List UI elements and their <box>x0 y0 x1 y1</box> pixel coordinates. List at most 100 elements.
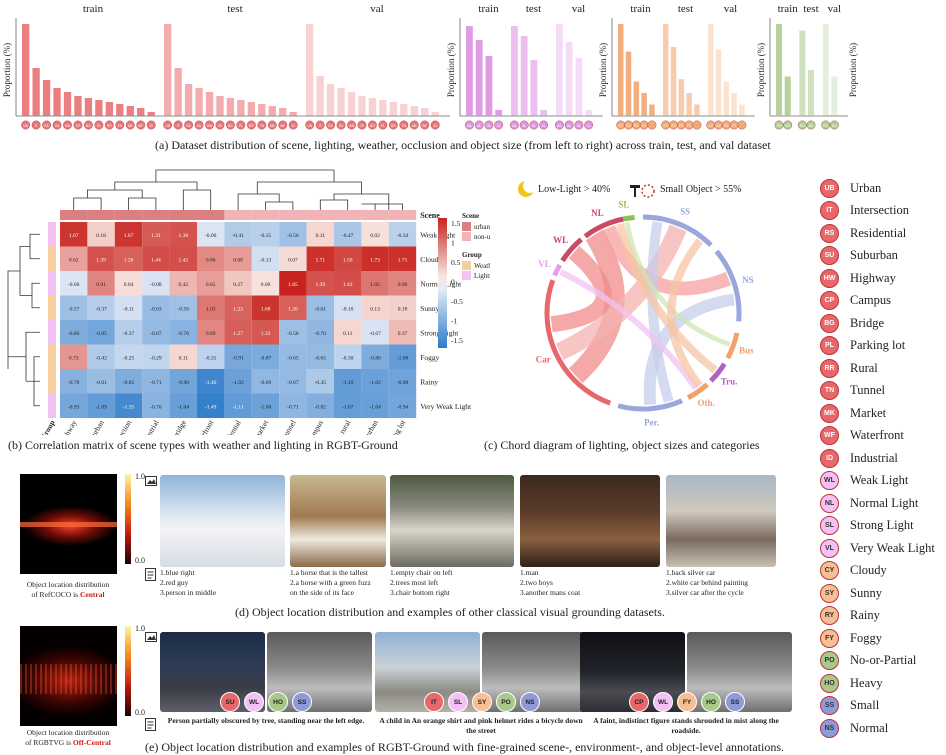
heatmap-cell <box>306 295 334 320</box>
bar <box>641 93 647 116</box>
panel-a-bar-charts: Proportion (%) train UB IT RS SU HW CP BG PL RR TN M… <box>2 3 858 130</box>
legend-badge: RR <box>820 358 839 378</box>
chord-arc <box>686 382 709 400</box>
heatmap-cell <box>87 246 115 271</box>
row-group-cell <box>48 246 56 271</box>
heatmap-cell <box>169 246 197 271</box>
expression-line: 1.back silver car <box>666 568 716 577</box>
chord-label: Bus <box>739 346 754 356</box>
heatmap-cell <box>114 295 143 320</box>
heatmap-value: 1.43 <box>343 282 353 288</box>
heatmap-value: -0.63 <box>150 306 162 312</box>
category-badge-label: VL <box>542 124 546 128</box>
bar <box>42 80 51 116</box>
bar <box>575 58 583 116</box>
legend-badge: CY <box>820 561 839 580</box>
category-badge-label: RY <box>724 124 729 128</box>
heatmap-cell <box>251 393 280 418</box>
refcoco-caption-line2: of RefCOCO is <box>31 590 80 599</box>
colorbar-tick: 1 <box>451 239 455 248</box>
category-badge <box>378 120 388 130</box>
legend-label: Weak Light <box>850 473 909 487</box>
split-label: test <box>227 3 242 15</box>
heatmap-value: 0.02 <box>370 233 380 239</box>
legend-badge: ID <box>820 448 839 468</box>
column-dendrogram <box>73 169 403 210</box>
heatmap-cell <box>224 246 252 271</box>
heatmap-value: -0.57 <box>68 306 80 312</box>
category-badge-label: ID <box>292 124 296 128</box>
category-badge-label: SU <box>55 124 60 128</box>
legend-item: PO No-or-Partial <box>820 650 916 672</box>
heatmap-value: -1.49 <box>205 404 217 410</box>
heatmap-value: 1.44 <box>151 257 161 263</box>
legend-swatch <box>462 271 471 280</box>
scene-group-cell <box>169 210 197 220</box>
chord-label: Tru. <box>721 376 738 386</box>
legend-badge: SS <box>820 696 839 715</box>
attribute-chip: FY <box>677 692 697 712</box>
heatmap-value: -0.56 <box>287 233 299 239</box>
bar <box>368 98 377 116</box>
legend-label: Industrial <box>850 450 898 465</box>
heatmap-value: -0.35 <box>260 233 272 239</box>
bar <box>495 110 503 116</box>
heatmap-value: 0.62 <box>69 257 79 263</box>
heatmap-value: -0.98 <box>397 380 409 386</box>
bar <box>195 88 203 116</box>
legend-label: Very Weak Light <box>850 540 935 555</box>
heatmap-cell <box>169 320 197 345</box>
heatmap-value: -1.04 <box>178 404 190 410</box>
bar <box>663 24 669 116</box>
heatmap-value: 1.67 <box>69 233 79 239</box>
category-badge-label: SY <box>671 124 676 128</box>
heatmap-cell <box>334 271 362 296</box>
heatmap-value: -0.82 <box>315 404 327 410</box>
heatmap-cell <box>114 393 143 418</box>
heatmap-value: -0.91 <box>232 355 244 361</box>
rgbtvg-colorbar-bottom: 0.0 <box>135 708 145 717</box>
category-badge <box>257 120 267 130</box>
category-badge-label: IT <box>35 124 38 128</box>
heatmap-cell <box>169 222 197 247</box>
category-badge <box>797 120 807 130</box>
heatmap-cell <box>251 295 280 320</box>
category-badge <box>146 120 156 130</box>
text-icon <box>145 568 156 581</box>
category-badge <box>246 120 256 130</box>
bar <box>84 98 93 116</box>
expression-line: 3.another mans coat <box>520 588 581 597</box>
bar <box>784 76 791 116</box>
bar <box>421 108 429 116</box>
legend-label: Campus <box>850 293 891 307</box>
bar <box>116 104 124 116</box>
panel-b-caption: (b) Correlation matrix of scene types wi… <box>8 438 398 452</box>
heatmap-value: -0.87 <box>260 355 272 361</box>
heatmap-cell <box>306 369 334 394</box>
heatmap-value: 0.18 <box>398 306 408 312</box>
heatmap-cell <box>251 271 280 296</box>
category-badge-label: CY <box>709 124 714 128</box>
heatmap-value: 0.91 <box>96 282 106 288</box>
bar <box>247 102 256 116</box>
heatmap-cell <box>306 222 334 247</box>
category-badge <box>388 120 398 130</box>
category-badge <box>357 120 367 130</box>
category-badge-label: HO <box>809 124 814 128</box>
category-badge <box>42 120 51 130</box>
category-badge-label: BG <box>86 124 91 128</box>
category-badge <box>494 120 504 130</box>
bar <box>485 56 493 116</box>
category-badge-label: SL <box>532 124 536 128</box>
legend-label: Residential <box>850 225 907 240</box>
heatmap-value: 0.04 <box>124 282 134 288</box>
legend-swatch <box>462 222 471 231</box>
heatmap-cell <box>388 393 417 418</box>
legend-item: RY Rainy <box>820 605 880 627</box>
legend-badge: HW <box>820 268 839 288</box>
category-badge <box>829 120 839 130</box>
expression-line: 2.red guy <box>160 578 189 587</box>
scene-group-cell <box>114 210 143 220</box>
bar <box>686 93 692 116</box>
text-icon <box>145 718 156 731</box>
